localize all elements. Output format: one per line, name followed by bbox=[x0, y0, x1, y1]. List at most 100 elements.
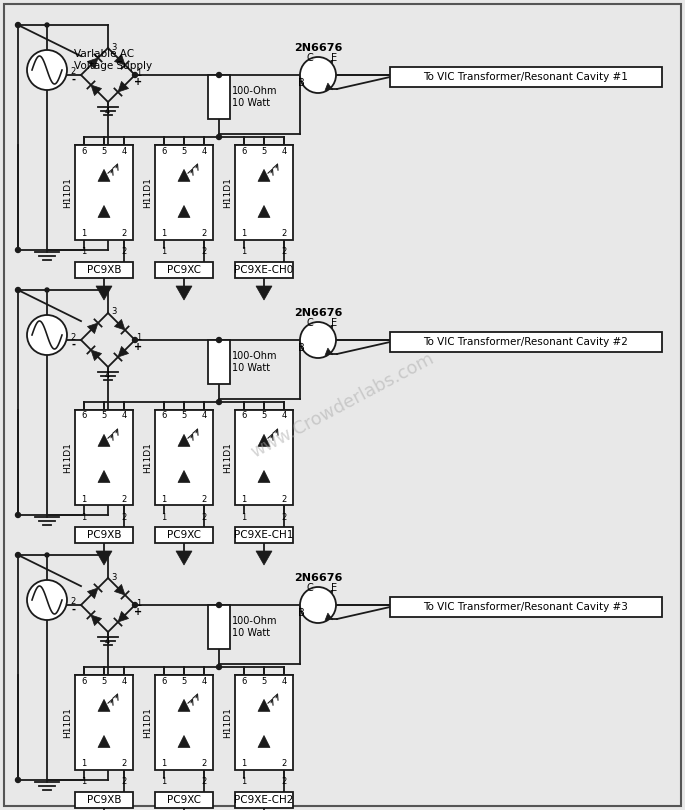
Text: 1: 1 bbox=[241, 248, 247, 257]
Text: H11D1: H11D1 bbox=[223, 707, 232, 738]
Bar bbox=[75, 145, 133, 240]
Polygon shape bbox=[256, 286, 272, 300]
Text: H11D1: H11D1 bbox=[143, 442, 153, 473]
Text: 4: 4 bbox=[201, 147, 207, 156]
Polygon shape bbox=[98, 471, 110, 483]
Polygon shape bbox=[258, 735, 270, 748]
Text: H11D1: H11D1 bbox=[64, 442, 73, 473]
Circle shape bbox=[216, 664, 221, 670]
Text: 3: 3 bbox=[111, 573, 116, 582]
Text: 100-Ohm
10 Watt: 100-Ohm 10 Watt bbox=[232, 616, 277, 637]
Text: 6: 6 bbox=[161, 147, 166, 156]
Bar bbox=[390, 332, 662, 352]
Text: E: E bbox=[331, 53, 337, 63]
Text: 1: 1 bbox=[136, 334, 142, 343]
Text: 1: 1 bbox=[241, 229, 247, 238]
Polygon shape bbox=[98, 735, 110, 748]
Polygon shape bbox=[325, 83, 332, 91]
Bar bbox=[75, 527, 133, 543]
Text: To VIC Transformer/Resonant Cavity #1: To VIC Transformer/Resonant Cavity #1 bbox=[423, 72, 628, 82]
Text: PC9XC: PC9XC bbox=[167, 265, 201, 275]
Bar bbox=[235, 410, 293, 505]
Text: 4: 4 bbox=[122, 147, 127, 156]
Bar bbox=[235, 145, 293, 240]
Text: PC9XE-CH1: PC9XE-CH1 bbox=[234, 530, 294, 540]
Text: 1: 1 bbox=[241, 760, 247, 769]
Text: 2N6676: 2N6676 bbox=[294, 308, 342, 318]
Text: B: B bbox=[297, 343, 304, 353]
Polygon shape bbox=[176, 551, 192, 565]
Circle shape bbox=[216, 73, 221, 78]
Text: 5: 5 bbox=[262, 676, 266, 685]
Text: PC9XB: PC9XB bbox=[87, 530, 121, 540]
Polygon shape bbox=[91, 350, 101, 360]
Bar bbox=[75, 792, 133, 808]
Text: PC9XC: PC9XC bbox=[167, 795, 201, 805]
Circle shape bbox=[300, 587, 336, 623]
Text: 2: 2 bbox=[282, 248, 287, 257]
Bar bbox=[208, 605, 230, 649]
Text: -: - bbox=[72, 340, 76, 350]
Circle shape bbox=[216, 134, 221, 139]
Bar bbox=[390, 67, 662, 87]
Polygon shape bbox=[258, 206, 270, 218]
Text: 1: 1 bbox=[81, 513, 86, 522]
Text: 5: 5 bbox=[182, 676, 186, 685]
Text: 2: 2 bbox=[122, 778, 127, 787]
Text: 6: 6 bbox=[81, 411, 86, 420]
Circle shape bbox=[27, 315, 67, 355]
Circle shape bbox=[300, 57, 336, 93]
Bar bbox=[235, 792, 293, 808]
Circle shape bbox=[216, 338, 221, 343]
Text: H11D1: H11D1 bbox=[64, 707, 73, 738]
Text: 2N6676: 2N6676 bbox=[294, 43, 342, 53]
Polygon shape bbox=[325, 348, 332, 356]
Circle shape bbox=[45, 23, 49, 27]
Text: -: - bbox=[72, 605, 76, 615]
Polygon shape bbox=[258, 699, 270, 711]
Text: 4: 4 bbox=[122, 676, 127, 685]
Text: 1: 1 bbox=[161, 513, 166, 522]
Polygon shape bbox=[258, 471, 270, 483]
Circle shape bbox=[132, 603, 138, 608]
Text: 1: 1 bbox=[161, 494, 166, 504]
Bar bbox=[75, 410, 133, 505]
Circle shape bbox=[16, 552, 21, 557]
Text: +: + bbox=[134, 342, 142, 352]
Circle shape bbox=[27, 50, 67, 90]
Polygon shape bbox=[98, 434, 110, 446]
Text: 1: 1 bbox=[81, 229, 86, 238]
Text: 4: 4 bbox=[282, 147, 287, 156]
Text: 5: 5 bbox=[262, 147, 266, 156]
Text: 2: 2 bbox=[201, 248, 207, 257]
Text: 4: 4 bbox=[282, 676, 287, 685]
Polygon shape bbox=[98, 206, 110, 218]
Text: 1: 1 bbox=[136, 69, 142, 78]
Polygon shape bbox=[91, 615, 101, 625]
Text: 2: 2 bbox=[71, 598, 75, 607]
Text: 2: 2 bbox=[282, 513, 287, 522]
Text: 1: 1 bbox=[161, 229, 166, 238]
Circle shape bbox=[16, 513, 21, 518]
Polygon shape bbox=[96, 551, 112, 565]
Bar bbox=[155, 675, 213, 770]
Text: 1: 1 bbox=[161, 760, 166, 769]
Circle shape bbox=[16, 288, 21, 292]
Bar bbox=[155, 410, 213, 505]
Bar bbox=[155, 145, 213, 240]
Polygon shape bbox=[114, 54, 125, 65]
Polygon shape bbox=[178, 471, 190, 483]
Polygon shape bbox=[176, 286, 192, 300]
Polygon shape bbox=[258, 434, 270, 446]
Text: 4: 4 bbox=[201, 676, 207, 685]
Polygon shape bbox=[114, 319, 125, 330]
Text: Varlable AC
Voltage Supply: Varlable AC Voltage Supply bbox=[74, 49, 152, 70]
Polygon shape bbox=[88, 58, 98, 69]
Text: 4: 4 bbox=[104, 637, 110, 646]
Text: PC9XB: PC9XB bbox=[87, 265, 121, 275]
Circle shape bbox=[132, 338, 138, 343]
Polygon shape bbox=[114, 585, 125, 595]
Text: 6: 6 bbox=[241, 147, 247, 156]
Text: PC9XE-CH2: PC9XE-CH2 bbox=[234, 795, 294, 805]
Bar bbox=[235, 262, 293, 278]
